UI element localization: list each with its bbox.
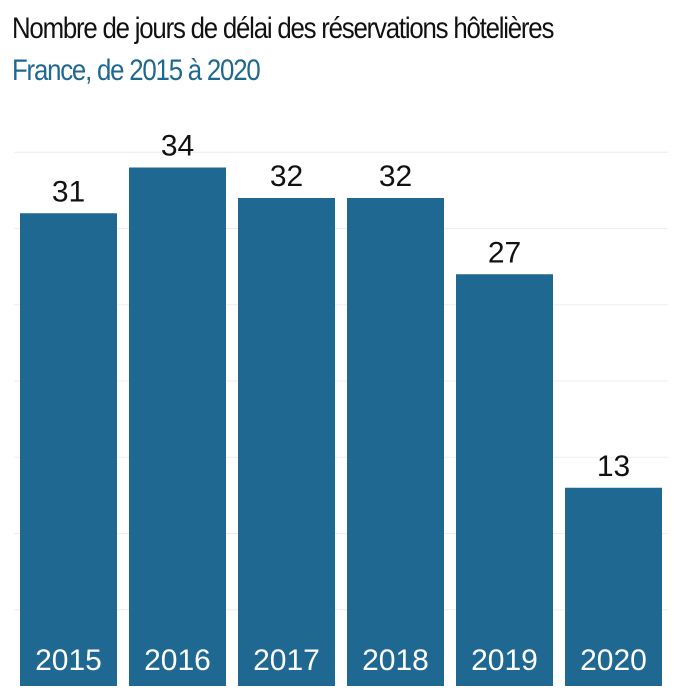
value-label-2020: 13	[597, 450, 630, 483]
x-tick-label-2020: 2020	[580, 644, 647, 677]
value-label-2016: 34	[161, 130, 194, 163]
value-label-2017: 32	[270, 160, 303, 193]
grid-lines	[14, 151, 668, 611]
bar-2020	[565, 487, 662, 686]
chart-subtitle: France, de 2015 à 2020	[12, 54, 261, 87]
x-tick-label-2016: 2016	[144, 644, 211, 677]
chart-title: Nombre de jours de délai des réservation…	[12, 12, 554, 45]
x-tick-label-2017: 2017	[253, 644, 320, 677]
bar-2017	[238, 198, 335, 686]
value-label-2015: 31	[52, 175, 85, 208]
bar-2015	[20, 213, 117, 686]
bar-2018	[347, 198, 444, 686]
bars	[20, 167, 662, 686]
bar-2016	[129, 167, 226, 686]
x-tick-label-2015: 2015	[35, 644, 102, 677]
value-label-2018: 32	[379, 160, 412, 193]
value-labels: 31 34 32 32 27 13	[52, 130, 630, 483]
x-tick-labels: 2015 2016 2017 2018 2019 2020	[35, 644, 647, 677]
x-tick-label-2018: 2018	[362, 644, 429, 677]
value-label-2019: 27	[488, 236, 521, 269]
x-tick-label-2019: 2019	[471, 644, 538, 677]
bar-2019	[456, 274, 553, 686]
